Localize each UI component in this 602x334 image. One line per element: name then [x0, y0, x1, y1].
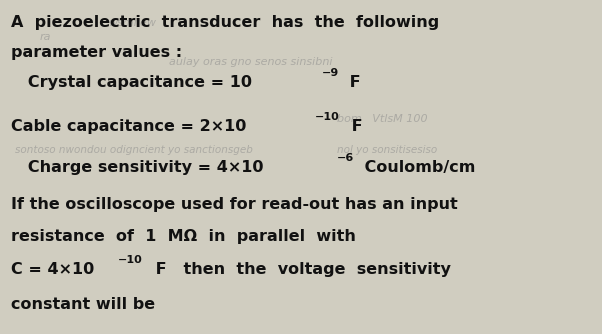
Text: C = 4×10: C = 4×10 — [11, 262, 94, 277]
Text: bom   VtlsM 100: bom VtlsM 100 — [337, 114, 428, 124]
Text: parameter values :: parameter values : — [11, 45, 182, 60]
Text: −9: −9 — [322, 68, 339, 78]
Text: ra: ra — [39, 32, 51, 42]
Text: constant will be: constant will be — [11, 297, 155, 312]
Text: F   then  the  voltage  sensitivity: F then the voltage sensitivity — [150, 262, 451, 277]
Text: −6: −6 — [337, 153, 354, 163]
Text: Charge sensitivity = 4×10: Charge sensitivity = 4×10 — [11, 160, 263, 175]
Text: sontoso nwondou odigncient yo sanctionsgeb: sontoso nwondou odigncient yo sanctionsg… — [15, 145, 253, 155]
Text: Coulomb/cm: Coulomb/cm — [359, 160, 475, 175]
Text: Cable capacitance = 2×10: Cable capacitance = 2×10 — [11, 119, 246, 134]
Text: F: F — [347, 119, 363, 134]
Text: −10: −10 — [118, 255, 143, 265]
Text: nol yo sonsitisesiso: nol yo sonsitisesiso — [337, 145, 438, 155]
Text: resistance  of  1  MΩ  in  parallel  with: resistance of 1 MΩ in parallel with — [11, 229, 356, 244]
Text: Crystal capacitance = 10: Crystal capacitance = 10 — [11, 75, 252, 90]
Text: If the oscilloscope used for read-out has an input: If the oscilloscope used for read-out ha… — [11, 197, 458, 212]
Text: wsmilew: wsmilew — [108, 18, 157, 28]
Text: −10: −10 — [315, 112, 340, 122]
Text: A  piezoelectric  transducer  has  the  following: A piezoelectric transducer has the follo… — [11, 15, 439, 30]
Text: F: F — [344, 75, 361, 90]
Text: aulay oras gno senos sinsibni: aulay oras gno senos sinsibni — [169, 57, 332, 67]
